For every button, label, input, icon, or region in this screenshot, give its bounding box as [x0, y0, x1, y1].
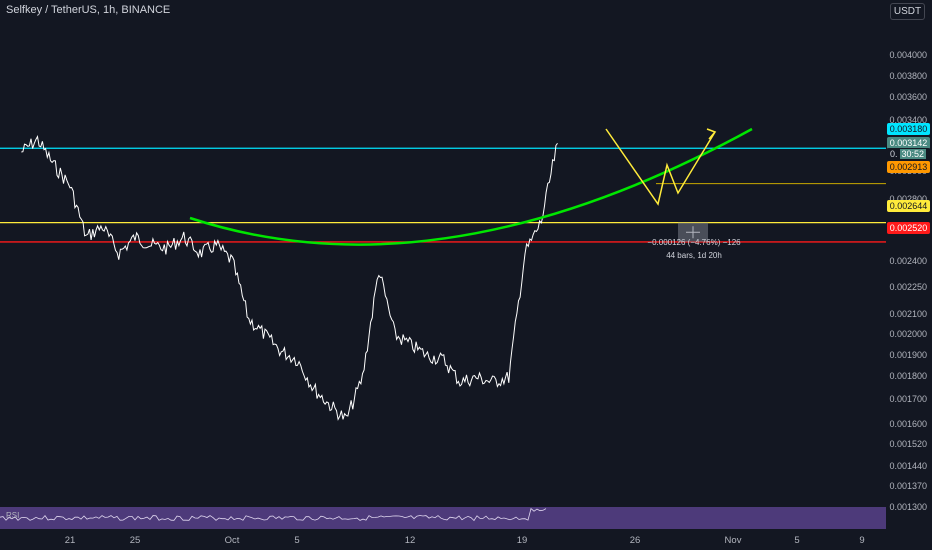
- y-tick-label: 0.003400: [889, 115, 927, 126]
- measure-text-bars: 44 bars, 1d 20h: [666, 251, 722, 260]
- currency-button[interactable]: USDT: [890, 3, 925, 20]
- horizontal-levels: [0, 147, 886, 243]
- rsi-label: RSI: [6, 511, 20, 520]
- last-price-label: 0.003142: [887, 137, 930, 149]
- x-tick-label: 25: [129, 535, 141, 546]
- x-tick-label: Nov: [724, 535, 742, 546]
- chart-title: Selfkey / TetherUS, 1h, BINANCE: [6, 4, 171, 16]
- y-tick-label: 0.003600: [889, 92, 927, 103]
- price-line: [21, 134, 558, 421]
- rsi-pane: [0, 507, 886, 529]
- y-tick-label: 0.001900: [889, 349, 927, 360]
- y-tick-label: 0.001300: [889, 502, 927, 513]
- y-tick-label: 0.001370: [889, 481, 927, 492]
- measure-text-change: −0.000126 (−4.76%) −126: [647, 238, 741, 247]
- x-tick-label: 19: [516, 535, 528, 546]
- x-tick-label: 12: [404, 535, 416, 546]
- x-tick-label: 26: [629, 535, 641, 546]
- x-tick-label: 5: [794, 535, 800, 546]
- projection-arrowhead: [706, 128, 717, 140]
- y-tick-label: 0.004000: [889, 49, 927, 60]
- price-series: [21, 134, 558, 421]
- yellow-level-label: 0.002644: [887, 200, 930, 212]
- y-tick-label: 0.001520: [889, 439, 927, 450]
- x-tick-label: 9: [859, 535, 865, 546]
- y-tick-label: 0.001700: [889, 394, 927, 405]
- drawings: [189, 127, 753, 246]
- y-tick-label: 0.002100: [889, 309, 927, 320]
- projection-zigzag: [605, 128, 716, 206]
- countdown-value: 30:52: [899, 149, 927, 159]
- cyan-level-label: 0.003180: [887, 123, 930, 135]
- countdown-prefix: 0.: [890, 149, 898, 159]
- x-tick-label: Oct: [224, 535, 240, 546]
- y-tick-label: 0.002800: [889, 193, 927, 204]
- y-tick-label: 0.002400: [889, 255, 927, 266]
- y-tick-label: 0.001600: [889, 418, 927, 429]
- rsi-band: [0, 507, 886, 529]
- countdown-label: 0. 30:52: [887, 148, 930, 160]
- y-tick-label: 0.001800: [889, 371, 927, 382]
- y-tick-label: 0.002000: [889, 328, 927, 339]
- y-tick-label: 0.001440: [889, 461, 927, 472]
- y-tick-label: 0.002250: [889, 281, 927, 292]
- rsi-line: [0, 507, 547, 522]
- y-tick-label: 0.003800: [889, 70, 927, 81]
- x-tick-label: 5: [294, 535, 300, 546]
- orange-level-label: 0.002913: [887, 161, 930, 173]
- cup-arc-curve: [189, 127, 753, 246]
- x-tick-label: 21: [64, 535, 76, 546]
- red-level-label: 0.002520: [887, 222, 930, 234]
